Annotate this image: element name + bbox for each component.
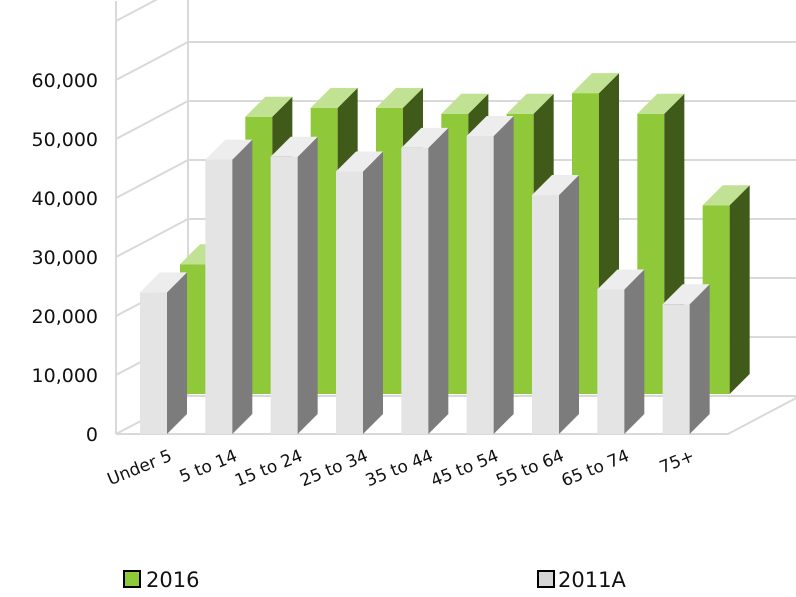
legend: 2016 2011A [123,568,626,592]
y-tick-label: 30,000 [32,247,98,269]
bar-2011a-3-front [336,171,363,434]
x-tick-label: 35 to 44 [363,446,436,491]
bar-2011a-4-front [401,147,429,434]
bar-2011a-3 [336,151,383,434]
bar-2016-6-top [572,73,619,94]
y-axis-ticks: 0 10,000 20,000 30,000 40,000 50,000 60,000 [32,70,98,446]
bar-2011a-1-top [205,139,253,160]
bar-2011a-7-front [597,289,625,434]
gridline-side [115,41,189,81]
bar-2016-5-top [506,93,554,114]
legend-swatch-2011a [537,570,555,588]
bar-2011a-3-top [336,151,383,172]
bar-2011a-4-side [428,127,449,434]
x-tick-label: 45 to 54 [428,446,501,491]
y-tick-label: 0 [86,424,98,446]
bar-2011a-5-front [466,136,494,435]
legend-swatch-2016 [123,570,141,588]
x-tick-label: 75+ [657,446,698,478]
bar-2011a-0-front [140,292,167,434]
bar-2016-1-top [245,96,293,117]
bar-2011a-8-front [662,304,690,434]
bar-2011a-0 [140,272,187,434]
bar-2011a-6-top [532,175,579,196]
bar-2011a-5-side [493,116,514,435]
bar-2011a-6 [532,175,579,435]
bar-2011a-7-top [597,269,645,290]
gridline-side [115,100,189,140]
gridline-side [115,218,189,258]
bar-2016-3-top [376,87,423,108]
bar-2016-8-side [729,185,750,394]
x-tick-label: 5 to 14 [177,446,240,487]
bar-2011a-1-front [205,159,233,434]
bar-2016-8-top [702,185,750,206]
x-tick-label: 15 to 24 [232,446,305,491]
bar-2016-2-top [310,87,358,108]
x-tick-label: 25 to 34 [297,446,370,491]
bar-2011a-2-front [270,156,298,434]
legend-item-2016: 2016 [123,568,199,592]
x-tick-label: 65 to 74 [559,446,632,491]
bar-2011a-2-side [297,136,318,434]
bar-2011a-5 [466,116,514,435]
gridline-side [115,159,189,199]
legend-label-2016: 2016 [146,568,199,592]
bar-2011a-8-top [662,284,710,305]
bar-2011a-3-side [363,151,383,434]
legend-label-2011a: 2011A [558,568,626,592]
bar-2016-7-top [637,93,685,114]
bar-2011a-4 [401,127,449,434]
bar-2011a-1-side [232,139,253,434]
bar-2016-4-top [441,93,489,114]
x-tick-label: 55 to 64 [493,446,566,491]
y-tick-label: 60,000 [32,70,98,92]
bar-2011a-5-top [466,116,514,137]
y-tick-label: 50,000 [32,129,98,151]
floor-edge [116,396,796,435]
gridline-side [115,0,158,22]
bar-2011a-0-side [167,272,187,434]
y-tick-label: 40,000 [32,188,98,210]
bar-2011a-7-side [624,269,645,434]
x-tick-label: Under 5 [105,446,175,490]
bar-2016-8 [702,185,750,394]
bar-2011a-6-side [559,175,579,435]
bars [140,73,750,435]
bar-2011a-6-front [532,195,559,434]
bar-2011a-2-top [270,136,318,157]
bar-2011a-4-top [401,127,449,148]
bar-2011a-8 [662,284,710,434]
legend-item-2011a: 2011A [537,568,626,592]
y-tick-label: 10,000 [32,365,98,387]
bar-2011a-0-top [140,272,187,293]
bar-2011a-7 [597,269,645,434]
bar-2011a-2 [270,136,318,434]
bar-2011a-1 [205,139,253,434]
bar-2011a-8-side [689,284,710,434]
y-tick-label: 20,000 [32,306,98,328]
